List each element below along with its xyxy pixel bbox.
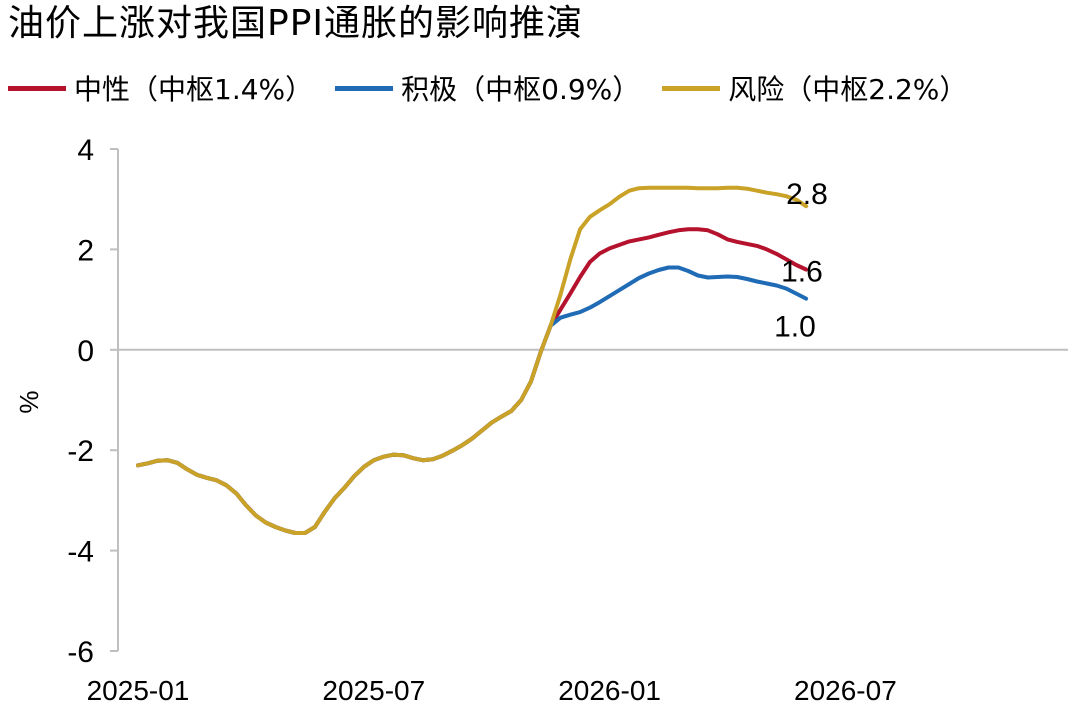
chart-title: 油价上涨对我国PPI通胀的影响推演 (8, 3, 584, 44)
x-tick-label: 2025-01 (87, 675, 190, 706)
legend-swatch-neutral (8, 85, 66, 91)
x-tick-label: 2026-01 (558, 675, 661, 706)
series-line-2 (136, 185, 809, 535)
y-tick-label: -2 (67, 435, 94, 468)
legend-label-neutral: 中性（中枢1.4%） (74, 73, 314, 106)
y-tick-label: -4 (67, 536, 94, 569)
legend-item-positive: 积极（中枢0.9%） (335, 68, 640, 108)
y-tick-label: -6 (67, 636, 94, 669)
y-tick-label: 2 (77, 234, 94, 267)
series-end-label-0: 1.6 (781, 255, 823, 288)
legend-item-risk: 风险（中枢2.2%） (662, 68, 967, 108)
series-line-0 (136, 227, 809, 535)
legend-label-risk: 风险（中枢2.2%） (728, 73, 968, 106)
x-tick-label: 2025-07 (322, 675, 425, 706)
legend-label-positive: 积极（中枢0.9%） (401, 73, 641, 106)
legend-swatch-positive (335, 85, 394, 91)
x-tick-label: 2026-07 (794, 675, 897, 706)
series-end-label-2: 2.8 (786, 178, 828, 211)
legend-swatch-risk (662, 85, 721, 91)
legend-item-neutral: 中性（中枢1.4%） (8, 68, 313, 108)
y-axis-title: % (14, 390, 44, 413)
chart-legend: 中性（中枢1.4%） 积极（中枢0.9%） 风险（中枢2.2%） (8, 68, 989, 108)
series-end-label-1: 1.0 (774, 311, 816, 344)
y-tick-label: 4 (77, 134, 94, 167)
y-tick-label: 0 (77, 335, 94, 368)
